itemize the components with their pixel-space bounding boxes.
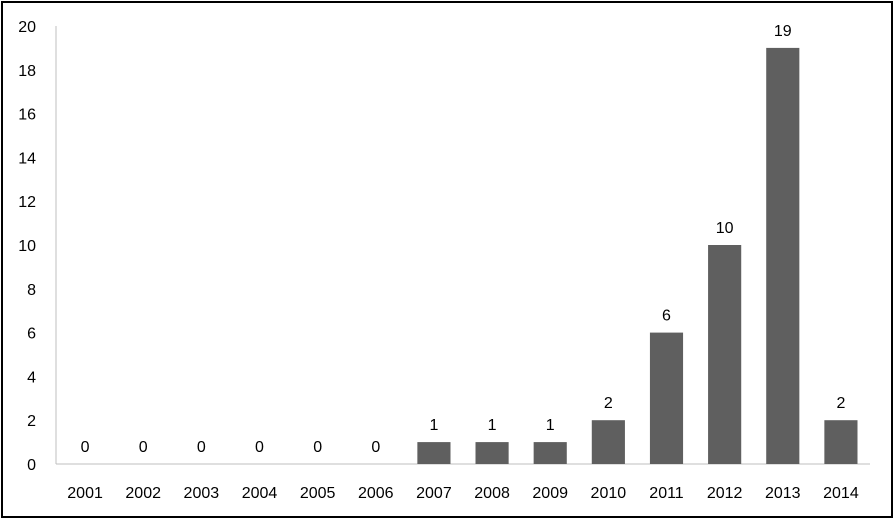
y-tick-label: 0 — [27, 457, 36, 474]
x-tick-label: 2010 — [591, 485, 627, 502]
y-tick-label: 16 — [18, 107, 36, 124]
data-label-2004: 0 — [255, 439, 264, 456]
bar-2009 — [533, 442, 567, 464]
data-label-2014: 2 — [836, 395, 845, 412]
x-axis: 2001 2002 2003 2004 2005 2006 2007 2008 2009 2010… — [56, 463, 870, 502]
data-label-2011: 6 — [662, 308, 671, 325]
y-tick-label: 8 — [27, 282, 36, 299]
x-tick-label: 2014 — [823, 485, 859, 502]
data-label-2012: 10 — [716, 220, 734, 237]
bar-2008 — [475, 442, 509, 464]
x-tick-label: 2002 — [125, 485, 161, 502]
y-tick-label: 10 — [18, 238, 36, 255]
bar-2011 — [649, 332, 684, 464]
data-label-2009: 1 — [546, 417, 555, 434]
data-label-2005: 0 — [313, 439, 322, 456]
x-tick-label: 2011 — [649, 485, 684, 502]
data-label-2008: 1 — [488, 417, 497, 434]
data-label-2010: 2 — [604, 395, 613, 412]
bar-2012 — [708, 245, 742, 464]
x-tick-label: 2006 — [358, 485, 394, 502]
data-label-2002: 0 — [139, 439, 148, 456]
x-tick-label: 2009 — [532, 485, 568, 502]
y-tick-label: 2 — [27, 413, 36, 430]
x-tick-label: 2001 — [67, 485, 103, 502]
x-tick-label: 2007 — [416, 485, 452, 502]
x-tick-label: 2005 — [300, 485, 336, 502]
y-tick-label: 20 — [18, 19, 36, 36]
x-tick-label: 2008 — [474, 485, 510, 502]
y-tick-label: 4 — [27, 369, 36, 386]
bar-2014 — [824, 420, 858, 464]
data-label-2013: 19 — [774, 23, 792, 40]
x-tick-label: 2013 — [765, 485, 801, 502]
y-tick-label: 18 — [18, 63, 36, 80]
y-axis: 0 2 4 6 8 10 12 14 16 18 20 — [18, 19, 57, 474]
data-label-2006: 0 — [371, 439, 380, 456]
data-labels: 0 0 0 0 0 0 1 1 1 2 6 10 19 2 — [81, 23, 846, 456]
data-label-2003: 0 — [197, 439, 206, 456]
bar-2013 — [766, 47, 800, 465]
x-tick-label: 2004 — [242, 485, 278, 502]
data-label-2001: 0 — [81, 439, 90, 456]
y-tick-label: 12 — [18, 194, 36, 211]
x-tick-label: 2012 — [707, 485, 743, 502]
y-tick-label: 14 — [18, 150, 36, 167]
data-label-2007: 1 — [429, 417, 438, 434]
bar-2010 — [591, 420, 625, 464]
bars — [417, 47, 858, 465]
bar-2007 — [417, 442, 451, 464]
y-tick-label: 6 — [27, 326, 36, 343]
x-tick-label: 2003 — [184, 485, 220, 502]
